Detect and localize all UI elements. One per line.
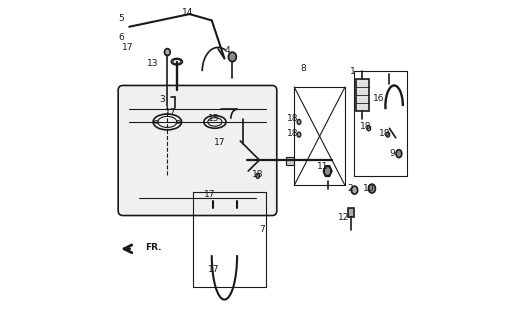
Text: 17: 17 <box>204 190 216 199</box>
Text: 15: 15 <box>207 114 219 123</box>
Text: 17: 17 <box>214 138 225 147</box>
Text: 18: 18 <box>252 170 264 179</box>
Text: 10: 10 <box>363 184 374 193</box>
Text: 1: 1 <box>350 67 356 76</box>
Text: 7: 7 <box>260 225 265 234</box>
Text: 17: 17 <box>165 108 176 117</box>
Text: 14: 14 <box>182 8 194 17</box>
Text: 18: 18 <box>287 129 298 138</box>
Text: FR.: FR. <box>145 243 162 252</box>
Text: 16: 16 <box>373 94 384 103</box>
Ellipse shape <box>297 132 301 137</box>
Text: 18: 18 <box>287 114 298 123</box>
Text: 5: 5 <box>119 14 124 23</box>
Ellipse shape <box>297 119 301 124</box>
Text: 13: 13 <box>148 59 159 68</box>
Text: 17: 17 <box>122 43 133 52</box>
Ellipse shape <box>324 166 331 176</box>
Ellipse shape <box>256 173 260 178</box>
Ellipse shape <box>369 184 375 193</box>
Bar <box>348 208 354 217</box>
Text: 9: 9 <box>390 149 395 158</box>
Text: 18: 18 <box>379 129 391 138</box>
Ellipse shape <box>367 126 371 131</box>
Bar <box>356 79 369 111</box>
Text: 4: 4 <box>225 46 230 55</box>
Text: 18: 18 <box>360 122 371 131</box>
Ellipse shape <box>386 132 390 137</box>
Ellipse shape <box>351 186 358 194</box>
Text: 3: 3 <box>160 95 165 104</box>
Ellipse shape <box>164 49 170 56</box>
Text: 12: 12 <box>338 212 349 222</box>
Ellipse shape <box>228 52 236 62</box>
FancyBboxPatch shape <box>118 85 277 215</box>
Text: 2: 2 <box>347 184 353 193</box>
Text: 11: 11 <box>317 162 329 171</box>
Text: 6: 6 <box>119 33 124 42</box>
Text: 17: 17 <box>207 265 219 274</box>
Text: 8: 8 <box>301 63 307 73</box>
Bar <box>286 157 294 165</box>
Ellipse shape <box>396 150 402 158</box>
